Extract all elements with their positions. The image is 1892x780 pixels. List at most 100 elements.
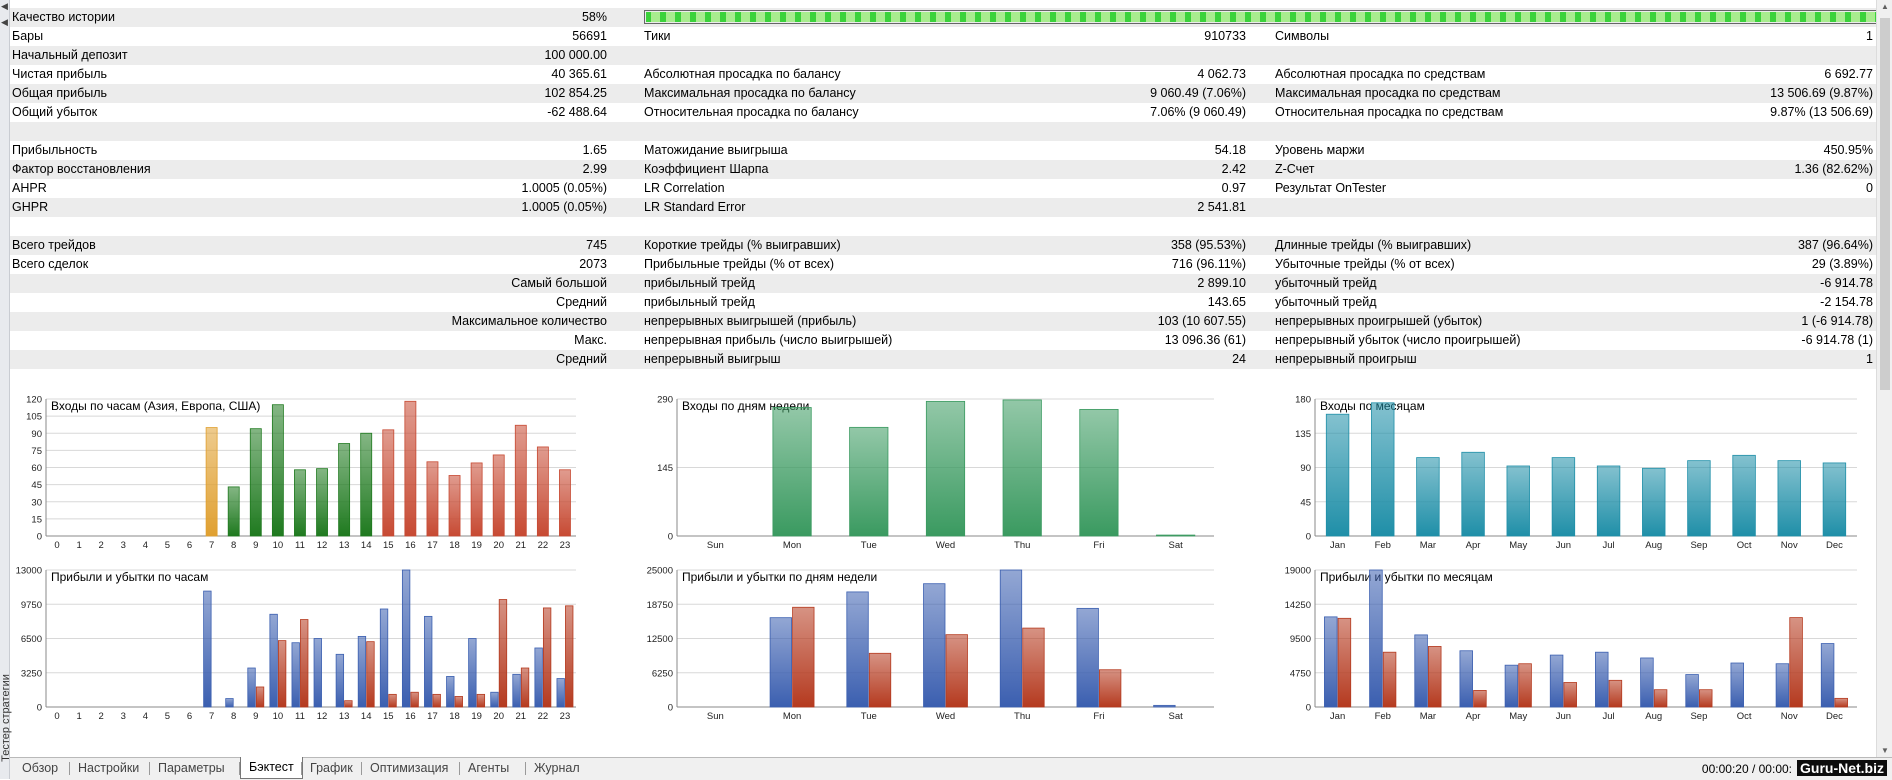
chart-bar	[1156, 534, 1196, 537]
c2-value: 2 541.81	[1197, 200, 1246, 214]
c1-label: Общая прибыль	[12, 86, 108, 100]
tab-3[interactable]: Бэктест	[240, 757, 303, 779]
y-tick-label: 6500	[21, 634, 42, 645]
x-tick-label: 9	[253, 711, 258, 722]
c2-value: 358 (95.53%)	[1170, 238, 1246, 252]
c2-label: LR Standard Error	[644, 200, 746, 214]
charts-area: Входы по часам (Азия, Европа, США) 0 15 30 4…	[10, 384, 1876, 754]
x-tick-label: 0	[54, 540, 59, 551]
chart-bar	[534, 647, 543, 708]
scrollbar-thumb[interactable]	[1880, 18, 1890, 390]
x-tick-label: Wed	[936, 540, 955, 551]
c3-value: 450.95%	[1823, 143, 1873, 157]
x-tick-label: 1	[76, 711, 81, 722]
c3-label: Z-Счет	[1275, 162, 1315, 176]
chart-bar	[1153, 704, 1176, 708]
y-tick-label: 0	[1306, 703, 1311, 714]
tab-7[interactable]: Журнал	[534, 761, 580, 775]
chart-bar	[401, 569, 411, 708]
c3-label: непрерывный убыток (число проигрышей)	[1275, 333, 1521, 347]
c1-label: Чистая прибыль	[12, 67, 107, 81]
stats-row: Чистая прибыль 40 365.61 Абсолютная просад…	[10, 65, 1876, 84]
stats-row: Бары 56691 Тики 910733 Символы 1	[10, 27, 1876, 46]
y-tick-label: 0	[37, 703, 42, 714]
x-tick-label: 15	[383, 540, 394, 551]
x-tick-label: Thu	[1014, 711, 1030, 722]
c1-value: 1.65	[582, 143, 607, 157]
y-tick-label: 0	[1306, 532, 1311, 543]
x-tick-label: Oct	[1737, 540, 1752, 551]
left-arrow-icon[interactable]: ◀	[1, 1, 8, 11]
chart-bar	[1506, 465, 1530, 537]
stats-row: Всего сделок 2073 Прибыльные трейды (% от …	[10, 255, 1876, 274]
c1-label: GHPR	[12, 200, 49, 214]
left-arrow-icon[interactable]: ◀	[1, 17, 8, 27]
c1-value: 1.0005 (0.05%)	[521, 181, 607, 195]
x-tick-label: Wed	[936, 711, 955, 722]
stat-label: Качество истории	[12, 10, 116, 24]
y-tick-label: 0	[668, 532, 673, 543]
chart-bar	[338, 443, 351, 537]
y-tick-label: 12500	[647, 634, 673, 645]
c2-value: 103 (10 607.55)	[1157, 314, 1246, 328]
chart-bar	[294, 469, 306, 537]
c3-label: убыточный трейд	[1275, 276, 1377, 290]
chart-bar	[1022, 627, 1045, 708]
x-tick-label: Sat	[1169, 711, 1184, 722]
tab-5[interactable]: Оптимизация	[370, 761, 449, 775]
x-tick-label: Nov	[1781, 711, 1798, 722]
c3-value: 0	[1866, 181, 1873, 195]
x-tick-label: 3	[121, 540, 126, 551]
y-tick-label: 9750	[21, 600, 42, 611]
c3-label: Длинные трейды (% выигравших)	[1275, 238, 1472, 252]
chart-bar	[1382, 651, 1397, 708]
x-tick-label: Jan	[1330, 540, 1345, 551]
x-tick-label: Dec	[1826, 540, 1843, 551]
chart-bar	[1640, 657, 1654, 708]
c1-value: 2.99	[582, 162, 607, 176]
chart-bar	[316, 468, 328, 537]
c1-value: Средний	[556, 295, 607, 309]
c3-value: 9.87% (13 506.69)	[1770, 105, 1873, 119]
y-tick-label: 90	[31, 429, 42, 440]
stats-row-quality: Качество истории 58%	[10, 8, 1884, 27]
x-tick-label: 10	[273, 711, 284, 722]
chart-title: Прибыли и убытки по дням недели	[682, 570, 877, 584]
stats-row	[10, 122, 1876, 141]
chart-bar	[556, 678, 565, 708]
chart-bar	[432, 693, 441, 708]
chart-bar	[357, 635, 367, 708]
tab-0[interactable]: Обзор	[22, 761, 59, 775]
chart-bar	[291, 642, 300, 708]
x-tick-label: Aug	[1645, 711, 1662, 722]
chart-bar	[1822, 462, 1847, 537]
tab-6[interactable]: Агенты	[468, 761, 510, 775]
x-tick-label: Tue	[861, 711, 877, 722]
scroll-up-icon[interactable]: ▲	[1881, 2, 1889, 11]
x-tick-label: Jul	[1603, 540, 1615, 551]
x-tick-label: 15	[383, 711, 394, 722]
c2-label: непрерывная прибыль (число выигрышей)	[644, 333, 893, 347]
x-tick-label: 17	[427, 540, 438, 551]
c1-value: Максимальное количество	[451, 314, 607, 328]
stats-row: Всего трейдов 745 Короткие трейды (% выигр…	[10, 236, 1876, 255]
left-panel-strip: ◀ ◀ Тестер стратегии	[0, 0, 12, 779]
stats-row: Макс. непрерывная прибыль (число выигрыше…	[10, 331, 1876, 350]
tab-4[interactable]: График	[310, 761, 353, 775]
tab-1[interactable]: Настройки	[78, 761, 140, 775]
chart-bar	[769, 617, 792, 708]
y-tick-label: 9500	[1290, 634, 1311, 645]
c2-value: 2 899.10	[1197, 276, 1246, 290]
x-tick-label: 2	[99, 711, 104, 722]
chart-bar	[1608, 679, 1623, 708]
tab-2[interactable]: Параметры	[158, 761, 225, 775]
tab-separator	[239, 762, 240, 775]
scroll-down-icon[interactable]: ▼	[1881, 746, 1889, 755]
chart-bar	[792, 606, 815, 708]
chart-bar	[846, 591, 869, 708]
vertical-scrollbar[interactable]: ▲ ▼	[1876, 0, 1892, 757]
x-tick-label: 8	[231, 540, 236, 551]
x-tick-label: 2	[99, 540, 104, 551]
chart-bar	[1777, 460, 1801, 537]
x-tick-label: 18	[449, 711, 460, 722]
